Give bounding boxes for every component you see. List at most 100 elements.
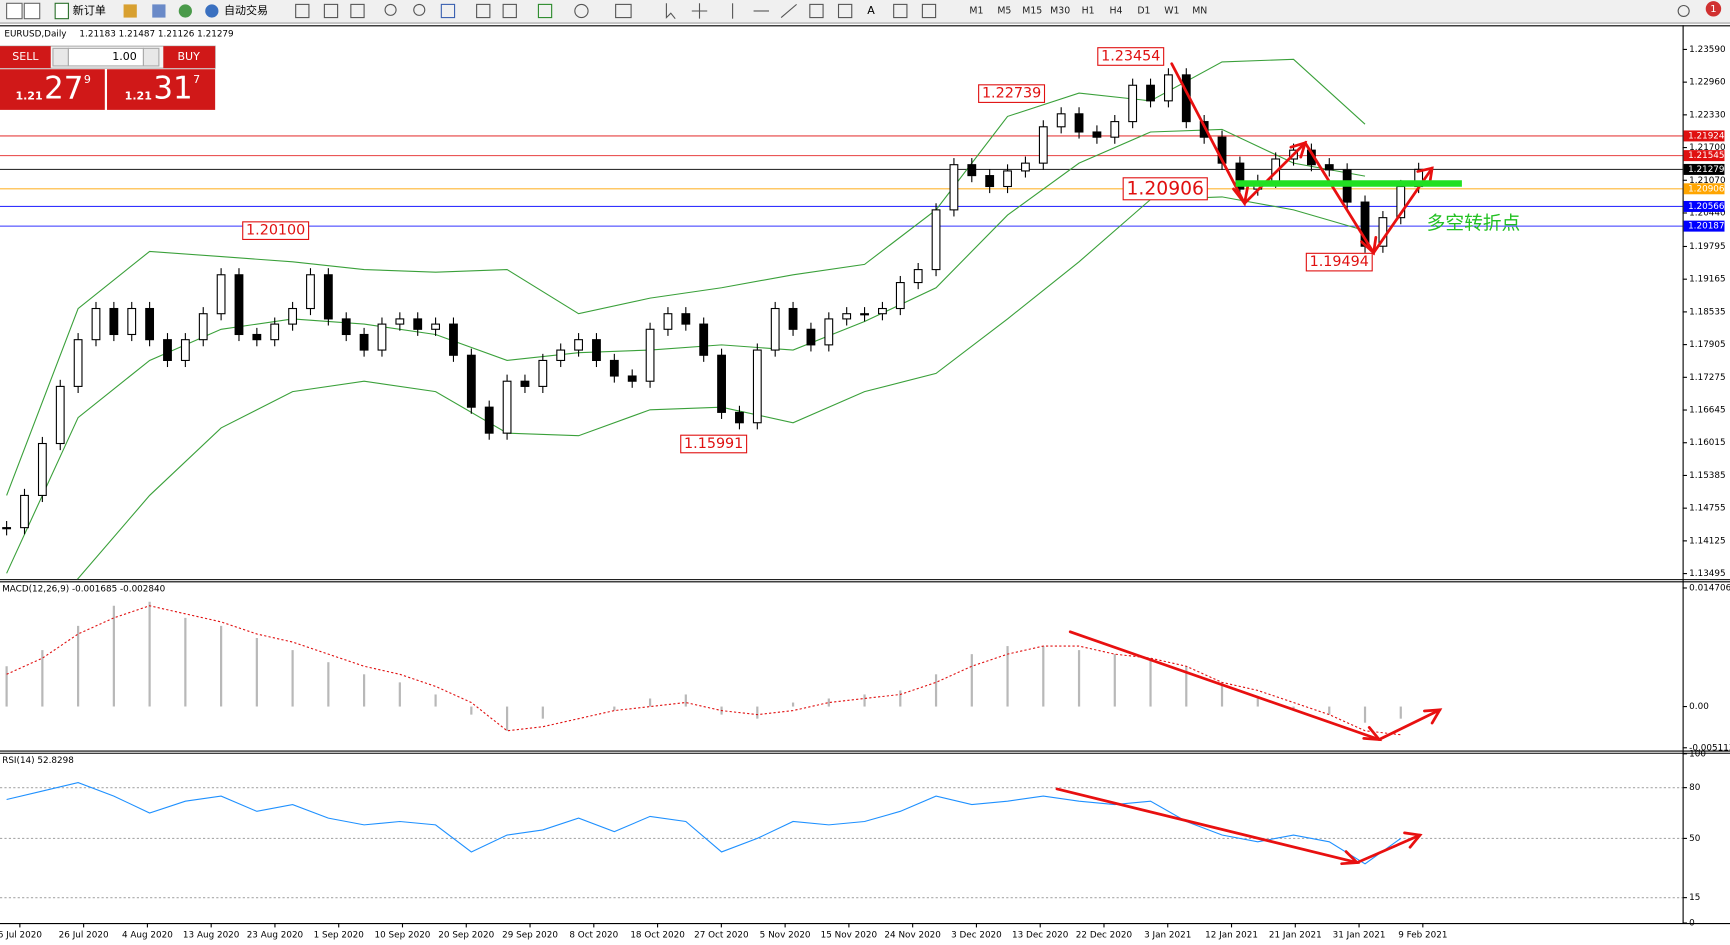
timeframe-button[interactable]: W1 xyxy=(1164,5,1179,16)
candle-body xyxy=(341,318,351,336)
x-tick-label: 15 Nov 2020 xyxy=(821,931,878,941)
x-tick-label: 24 Nov 2020 xyxy=(884,931,941,941)
x-tick-label: 31 Jan 2021 xyxy=(1333,931,1386,941)
y-tick-label: 1.19795 xyxy=(1689,242,1725,252)
alert-badge[interactable] xyxy=(1705,1,1722,17)
candle-body xyxy=(1056,113,1066,128)
candle-body xyxy=(1235,162,1245,190)
x-tick-label: 9 Feb 2021 xyxy=(1398,931,1447,941)
price-level-tag xyxy=(1683,130,1725,142)
candle-body xyxy=(842,313,852,320)
timeframe-button[interactable]: MN xyxy=(1192,5,1207,16)
macd-label: MACD(12,26,9) -0.001685 -0.002840 xyxy=(2,584,165,594)
panel-borders xyxy=(0,25,1730,925)
y-tick-label: 1.15385 xyxy=(1689,471,1725,481)
text-tool-icon[interactable]: A xyxy=(867,4,875,17)
timeframe-button[interactable]: H1 xyxy=(1082,5,1095,16)
y-tick-label: 1.16015 xyxy=(1689,438,1725,448)
x-tick-label: 27 Oct 2020 xyxy=(694,931,749,941)
x-tick-label: 3 Dec 2020 xyxy=(951,931,1002,941)
timeframe-button[interactable]: M30 xyxy=(1050,5,1070,16)
bid-fraction: 9 xyxy=(84,73,91,86)
symbol-quote: 1.21183 1.21487 1.21126 1.21279 xyxy=(79,30,233,40)
candle-body xyxy=(717,354,726,413)
alert-count: 1 xyxy=(1710,4,1716,15)
price-level-tag xyxy=(1683,200,1725,212)
auto-trading-icon[interactable] xyxy=(205,4,219,18)
candle-body xyxy=(931,209,941,271)
timeframe-button[interactable]: M5 xyxy=(997,5,1011,16)
chart-area xyxy=(0,25,1683,924)
x-tick-label: 6 Jul 2020 xyxy=(0,931,42,941)
price-level-tag xyxy=(1683,163,1725,175)
candle-body xyxy=(484,406,494,434)
trend-arrows xyxy=(1055,62,1443,866)
candle-body xyxy=(681,313,691,325)
sell-button[interactable] xyxy=(0,46,51,69)
buy-button[interactable] xyxy=(163,46,216,69)
y-tick-label: 1.22960 xyxy=(1689,78,1726,88)
x-tick-label: 21 Jan 2021 xyxy=(1269,931,1322,941)
y-tick-label: 1.19165 xyxy=(1689,275,1725,285)
candle-body xyxy=(806,328,816,346)
tool-icon[interactable] xyxy=(152,4,166,18)
bollinger-band xyxy=(6,128,1366,574)
candle-body xyxy=(449,323,458,356)
annotation-box xyxy=(1305,252,1373,272)
ask-box[interactable] xyxy=(107,69,216,110)
candle-body xyxy=(1324,164,1334,171)
y-tick-label: 15 xyxy=(1689,893,1700,903)
price-level-label: 1.21279 xyxy=(1688,165,1724,175)
candle-body xyxy=(20,494,29,529)
candle-body xyxy=(413,318,423,330)
x-tick-label: 18 Oct 2020 xyxy=(630,931,685,941)
candle-body xyxy=(2,527,12,530)
candle-body xyxy=(127,307,137,336)
sell-label: SELL xyxy=(12,50,39,63)
new-order-button[interactable]: 新订单 xyxy=(73,3,106,17)
candle-body xyxy=(1021,162,1030,172)
y-tick-label: 1.17905 xyxy=(1689,340,1725,350)
candle-body xyxy=(949,164,959,211)
tool-icon[interactable] xyxy=(23,2,41,20)
x-tick-label: 3 Jan 2021 xyxy=(1144,931,1191,941)
new-order-icon[interactable] xyxy=(54,2,69,20)
timeframe-button[interactable]: H4 xyxy=(1109,5,1122,16)
bid-box[interactable] xyxy=(0,69,105,110)
x-tick-label: 29 Sep 2020 xyxy=(502,931,558,941)
tool-icon[interactable] xyxy=(123,4,137,18)
tool-icon[interactable] xyxy=(6,2,23,20)
timeframe-button[interactable]: M15 xyxy=(1022,5,1042,16)
x-tick-label: 5 Nov 2020 xyxy=(760,931,811,941)
trade-panel: SELL 1.00 BUY 1.21 27 9 1.21 31 7 xyxy=(0,45,216,110)
y-tick-label: 1.16645 xyxy=(1689,406,1725,416)
auto-trading-button[interactable]: 自动交易 xyxy=(224,3,268,17)
y-tick-label: 50 xyxy=(1689,834,1701,844)
volume-down[interactable] xyxy=(52,47,69,67)
x-tick-label: 26 Jul 2020 xyxy=(59,931,109,941)
search-icon[interactable] xyxy=(1677,4,1690,18)
candle-body xyxy=(252,333,262,341)
candle-body xyxy=(1092,131,1102,138)
x-tick-label: 22 Dec 2020 xyxy=(1076,931,1133,941)
y-tick-label: 0.014706 xyxy=(1689,583,1730,593)
candle-body xyxy=(699,323,709,356)
price-level-label: 1.20187 xyxy=(1688,222,1724,232)
price-annotation: 1.23454 xyxy=(1101,49,1160,65)
candle-body xyxy=(288,307,298,325)
macd-plot xyxy=(5,601,1402,736)
candle-body xyxy=(395,318,405,325)
timeframe-button[interactable]: D1 xyxy=(1137,5,1150,16)
timeframe-button[interactable]: M1 xyxy=(969,5,983,16)
candle-body xyxy=(377,323,387,351)
tool-icon[interactable] xyxy=(178,4,192,18)
candle-body xyxy=(985,175,995,188)
price-plot xyxy=(0,58,1683,580)
candle-body xyxy=(216,274,226,315)
candle-body xyxy=(788,307,798,330)
y-tick-label: 1.20440 xyxy=(1689,208,1726,218)
x-tick-label: 20 Sep 2020 xyxy=(438,931,494,941)
volume-up[interactable] xyxy=(142,47,160,67)
